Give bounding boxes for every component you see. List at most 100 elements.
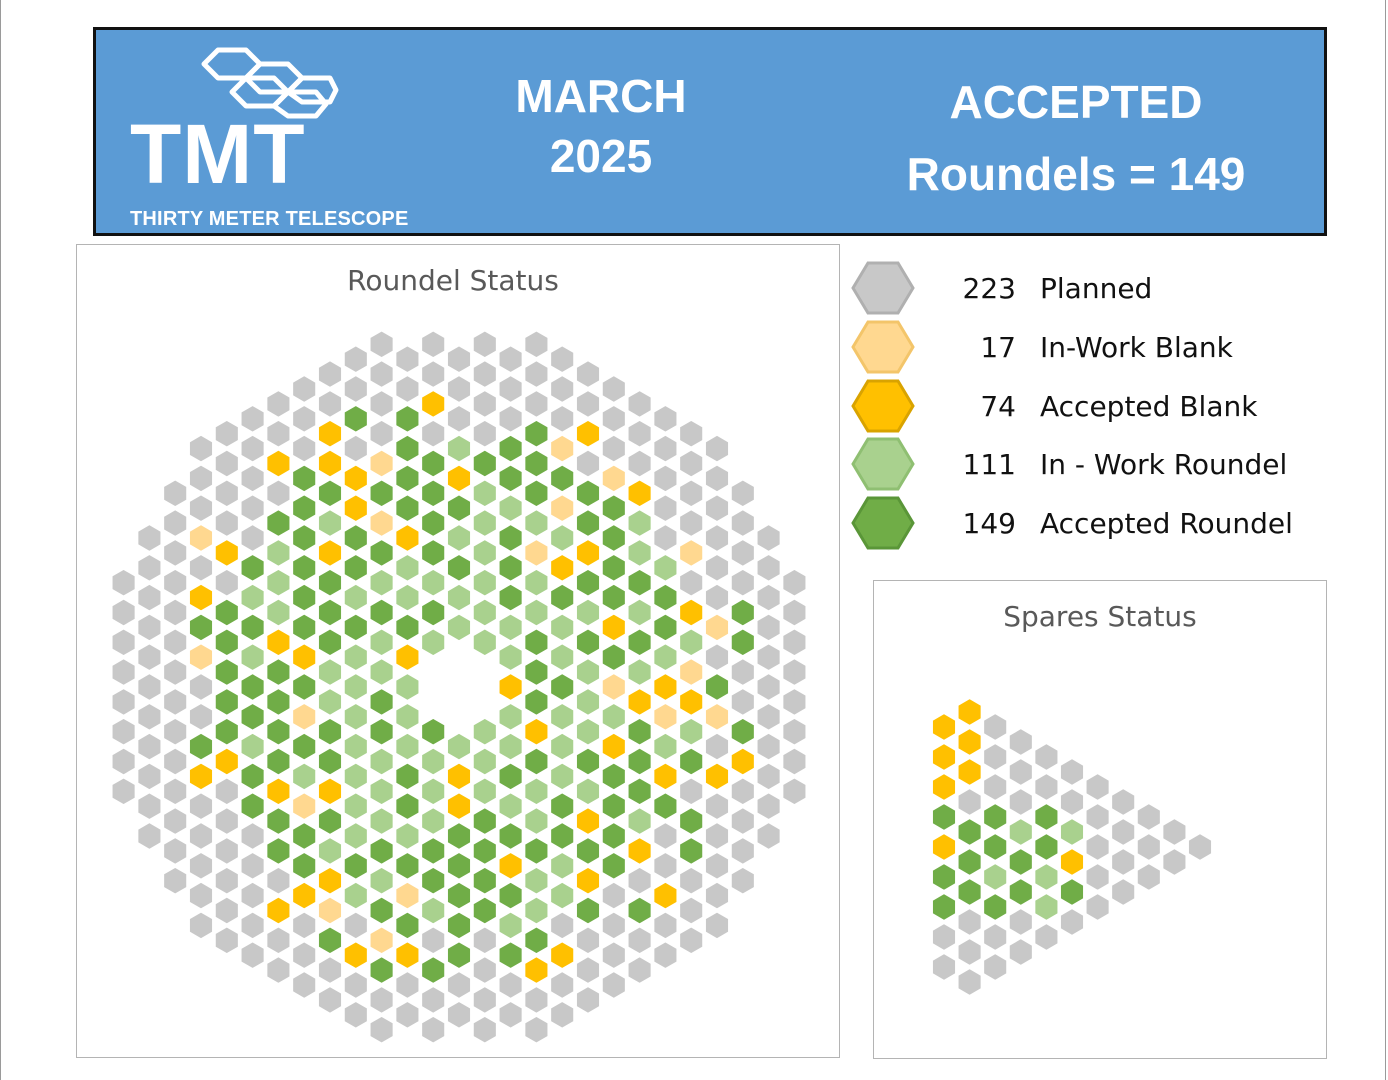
segment-in-work-roundel xyxy=(472,627,498,657)
segment-in-work-roundel xyxy=(652,642,678,672)
segment-accepted-roundel xyxy=(472,836,498,866)
segment-in-work-roundel xyxy=(240,583,266,613)
segment-accepted-roundel xyxy=(291,821,317,851)
segment-planned xyxy=(472,1015,498,1045)
segment-in-work-roundel xyxy=(982,862,1008,892)
segment-accepted-blank xyxy=(601,612,627,642)
segment-planned xyxy=(704,732,730,762)
segment-planned xyxy=(240,493,266,523)
segment-planned xyxy=(1033,742,1059,772)
segment-planned xyxy=(188,881,214,911)
legend-count: 149 xyxy=(962,507,1016,540)
segment-accepted-roundel xyxy=(291,553,317,583)
segment-planned xyxy=(240,910,266,940)
legend-item-planned: 223 Planned xyxy=(850,258,1370,316)
segment-planned xyxy=(652,851,678,881)
segment-in-work-roundel xyxy=(652,732,678,762)
segment-in-work-roundel xyxy=(343,672,369,702)
segment-planned xyxy=(730,538,756,568)
segment-planned xyxy=(188,463,214,493)
segment-accepted-roundel xyxy=(369,836,395,866)
segment-planned xyxy=(957,907,983,937)
segment-planned xyxy=(523,329,549,359)
segment-planned xyxy=(781,747,807,776)
segment-planned xyxy=(291,940,317,970)
segment-accepted-roundel xyxy=(601,642,627,672)
segment-planned xyxy=(188,702,214,732)
segment-planned xyxy=(982,742,1008,772)
segment-in-work-roundel xyxy=(472,776,498,806)
segment-planned xyxy=(704,851,730,881)
segment-planned xyxy=(730,687,756,717)
segment-in-work-roundel xyxy=(678,717,704,747)
segment-accepted-roundel xyxy=(549,672,575,702)
segment-in-work-blank xyxy=(394,881,420,911)
segment-planned xyxy=(601,881,627,911)
segment-planned xyxy=(446,970,472,1000)
segment-planned xyxy=(601,910,627,940)
legend-swatch-in-work-roundel xyxy=(851,437,915,491)
segment-accepted-roundel xyxy=(627,747,653,776)
segment-planned xyxy=(601,404,627,434)
segment-accepted-roundel xyxy=(498,881,524,911)
segment-accepted-roundel xyxy=(549,583,575,613)
segment-planned xyxy=(472,955,498,985)
segment-in-work-roundel xyxy=(575,717,601,747)
segment-planned xyxy=(188,791,214,821)
segment-accepted-roundel xyxy=(931,862,957,892)
segment-in-work-roundel xyxy=(627,806,653,836)
segment-accepted-roundel xyxy=(265,687,291,717)
segment-planned xyxy=(240,404,266,434)
segment-accepted-roundel xyxy=(343,851,369,881)
segment-planned xyxy=(957,937,983,967)
segment-planned xyxy=(214,478,240,508)
segment-accepted-roundel xyxy=(627,717,653,747)
segment-accepted-roundel xyxy=(214,717,240,747)
segment-planned xyxy=(730,478,756,508)
segment-accepted-roundel xyxy=(627,627,653,657)
segment-in-work-blank xyxy=(601,463,627,493)
segment-planned xyxy=(678,866,704,896)
segment-planned xyxy=(982,922,1008,952)
segment-planned xyxy=(601,434,627,464)
segment-planned xyxy=(472,389,498,419)
segment-in-work-roundel xyxy=(472,538,498,568)
segment-accepted-roundel xyxy=(549,791,575,821)
segment-in-work-roundel xyxy=(627,508,653,538)
segment-in-work-roundel xyxy=(678,627,704,657)
segment-accepted-blank xyxy=(446,463,472,493)
segment-in-work-blank xyxy=(704,702,730,732)
segment-accepted-roundel xyxy=(240,553,266,583)
accepted-roundels-count: Roundels = 149 xyxy=(906,148,1246,200)
segment-in-work-roundel xyxy=(652,553,678,583)
segment-planned xyxy=(420,985,446,1015)
segment-in-work-roundel xyxy=(549,732,575,762)
segment-accepted-roundel xyxy=(291,612,317,642)
segment-in-work-roundel xyxy=(343,642,369,672)
segment-planned xyxy=(240,463,266,493)
segment-planned xyxy=(781,598,807,627)
segment-accepted-roundel xyxy=(240,702,266,732)
status-legend: 223 Planned 17 In-Work Blank 74 Accepted… xyxy=(850,258,1370,558)
segment-planned xyxy=(704,463,730,493)
spares-status-title: Spares Status xyxy=(1003,600,1197,633)
segment-planned xyxy=(265,866,291,896)
segment-planned xyxy=(394,374,420,404)
segment-accepted-roundel xyxy=(931,802,957,832)
segment-in-work-roundel xyxy=(420,806,446,836)
segment-planned xyxy=(1059,757,1085,787)
segment-planned xyxy=(730,806,756,836)
segment-accepted-roundel xyxy=(601,583,627,613)
segment-accepted-roundel xyxy=(957,817,983,847)
segment-planned xyxy=(982,952,1008,982)
segment-accepted-blank xyxy=(549,940,575,970)
segment-planned xyxy=(317,955,343,985)
segment-planned xyxy=(756,612,782,642)
segment-accepted-roundel xyxy=(498,940,524,970)
segment-planned xyxy=(188,434,214,464)
segment-planned xyxy=(730,568,756,598)
segment-planned xyxy=(1033,772,1059,802)
segment-in-work-roundel xyxy=(523,508,549,538)
segment-planned xyxy=(214,836,240,866)
segment-planned xyxy=(162,866,188,896)
